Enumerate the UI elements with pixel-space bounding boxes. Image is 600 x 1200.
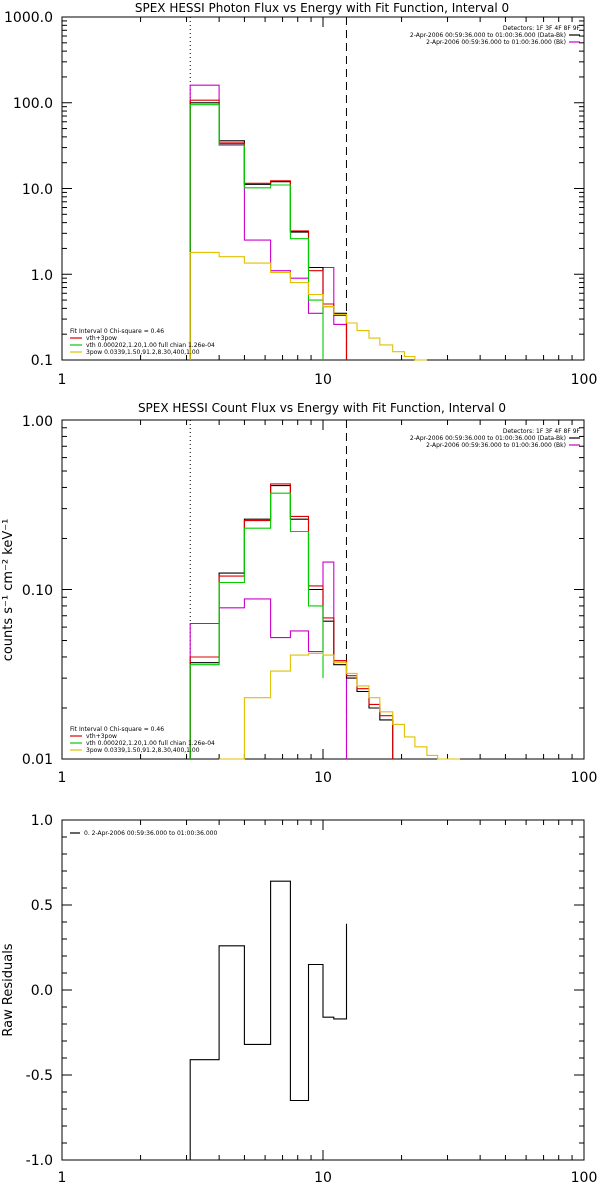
- photon-flux-y-tick-label: 0.1: [31, 353, 53, 369]
- count-flux-fit-range-lines: [189, 420, 347, 759]
- photon-flux-y-tick-label: 10.0: [22, 182, 53, 198]
- photon-flux-ticks: [61, 16, 585, 361]
- count-flux-ticks: [61, 419, 585, 760]
- count-flux-histogram-series-4: [219, 652, 460, 760]
- residuals-ticks: [61, 819, 585, 1161]
- count-flux-x-tick-label: 100: [571, 770, 598, 786]
- photon-flux-legend-total: vth+3pow: [86, 335, 117, 342]
- count-flux-info-right: Detectors: 1F 3F 4F 8F 9F 2-Apr-2006 00:…: [410, 428, 581, 449]
- photon-flux-title: SPEX HESSI Photon Flux vs Energy with Fi…: [135, 1, 509, 15]
- photon-flux-x-tick-label: 10: [314, 372, 332, 388]
- count-flux-info-left: Fit Interval 0 Chi-square = 0.46 vth+3po…: [70, 726, 215, 754]
- photon-flux-x-tick-label: 1: [58, 372, 67, 388]
- count-flux-y-axis-label: counts s⁻¹ cm⁻² keV⁻¹: [1, 519, 16, 662]
- photon-flux-y-tick-label: 1000.0: [4, 10, 53, 26]
- residuals-series: [189, 880, 348, 1160]
- photon-flux-histogram-series-4: [189, 251, 427, 361]
- count-flux-y-tick-label: 0.01: [22, 752, 53, 768]
- count-flux-series: [189, 483, 460, 760]
- count-flux-y-tick-label: 0.10: [22, 583, 53, 599]
- photon-flux-info-right: Detectors: 1F 3F 4F 8F 9F 2-Apr-2006 00:…: [410, 25, 581, 46]
- count-flux-legend-bk: 2-Apr-2006 00:59:36.000 to 01:00:36.000 …: [426, 442, 566, 449]
- photon-flux-x-tick-label: 100: [571, 372, 598, 388]
- photon-flux-info-left: Fit Interval 0 Chi-square = 0.46 vth+3po…: [70, 328, 215, 356]
- count-flux-x-tick-label: 1: [58, 770, 67, 786]
- photon-flux-legend-bk: 2-Apr-2006 00:59:36.000 to 01:00:36.000 …: [426, 39, 566, 46]
- residuals-y-tick-label: 0.5: [31, 898, 53, 914]
- residuals-histogram-series-0: [189, 880, 348, 1160]
- residuals-panel: 1 10 100 -1.0 -0.5 0.0 0.5 1.0 Raw Resid…: [1, 813, 597, 1186]
- photon-flux-fit-range-lines: [189, 17, 347, 360]
- count-flux-legend-3pow: 3pow 0.0339,1.50,91.2,8.30,400,1.00: [86, 747, 200, 754]
- residuals-y-tick-label: -0.5: [26, 1068, 53, 1084]
- count-flux-detectors-text: Detectors: 1F 3F 4F 8F 9F: [503, 428, 581, 435]
- residuals-y-tick-label: 0.0: [31, 983, 53, 999]
- residuals-legend-text: 0. 2-Apr-2006 00:59:36.000 to 01:00:36.0…: [84, 830, 217, 837]
- photon-flux-panel: SPEX HESSI Photon Flux vs Energy with Fi…: [4, 1, 597, 388]
- photon-flux-y-tick-label: 100.0: [13, 96, 53, 112]
- count-flux-legend-vth: vth 0.000202,1.20,1.00 full chian 1.26e-…: [86, 740, 215, 747]
- photon-flux-fit-info: Fit Interval 0 Chi-square = 0.46: [70, 328, 164, 335]
- count-flux-legend-data-bk: 2-Apr-2006 00:59:36.000 to 01:00:36.000 …: [410, 435, 566, 442]
- residuals-x-tick-label: 100: [571, 1170, 598, 1186]
- residuals-y-tick-label: -1.0: [26, 1153, 53, 1169]
- photon-flux-legend-data-bk: 2-Apr-2006 00:59:36.000 to 01:00:36.000 …: [410, 32, 566, 39]
- count-flux-panel: SPEX HESSI Count Flux vs Energy with Fit…: [1, 401, 597, 786]
- photon-flux-legend-vth: vth 0.000202,1.20,1.00 full chian 1.26e-…: [86, 342, 215, 349]
- photon-flux-detectors-text: Detectors: 1F 3F 4F 8F 9F: [503, 25, 581, 32]
- count-flux-title: SPEX HESSI Count Flux vs Energy with Fit…: [138, 401, 506, 415]
- count-flux-histogram-series-1: [189, 485, 394, 759]
- photon-flux-y-tick-label: 1.0: [31, 268, 53, 284]
- photon-flux-legend-3pow: 3pow 0.0339,1.50,91.2,8.30,400,1.00: [86, 349, 200, 356]
- photon-flux-series: [189, 84, 427, 361]
- count-flux-y-tick-label: 1.00: [22, 414, 53, 430]
- residuals-x-tick-label: 10: [314, 1170, 332, 1186]
- residuals-y-axis-label: Raw Residuals: [1, 943, 16, 1036]
- count-flux-legend-total: vth+3pow: [86, 733, 117, 740]
- count-flux-fit-info: Fit Interval 0 Chi-square = 0.46: [70, 726, 164, 733]
- count-flux-histogram-series-2: [189, 483, 394, 759]
- count-flux-x-tick-label: 10: [314, 770, 332, 786]
- residuals-x-tick-label: 1: [58, 1170, 67, 1186]
- residuals-y-tick-label: 1.0: [31, 813, 53, 829]
- count-flux-histogram-series-3: [189, 492, 324, 759]
